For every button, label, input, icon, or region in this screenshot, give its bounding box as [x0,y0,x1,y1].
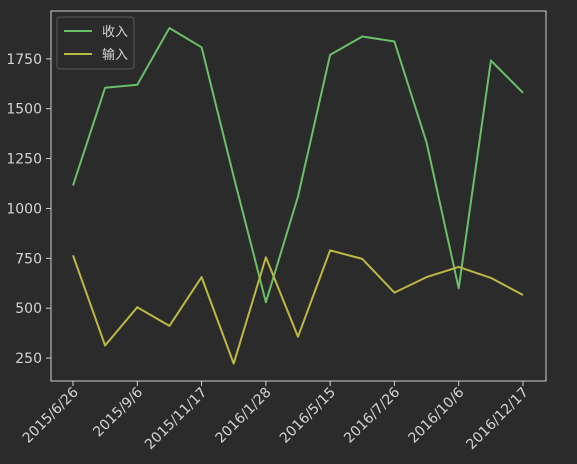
x-tick-label: 2015/11/17 [142,385,210,453]
x-tick-label: 2016/12/17 [463,385,531,453]
y-tick-label: 1000 [6,201,42,217]
legend-label-income: 收入 [102,25,128,40]
x-tick-label: 2015/9/6 [90,384,146,440]
y-tick-label: 250 [15,351,42,367]
legend-label-input: 输入 [102,47,128,63]
y-axis: 250 500 750 1000 1250 1500 1750 [6,52,51,367]
series-layer [72,27,524,365]
series-line-input [72,249,524,365]
legend: 收入 输入 [56,16,135,70]
y-tick-label: 1500 [6,102,42,118]
x-tick-label: 2016/1/28 [213,385,275,447]
y-tick-label: 1250 [6,152,42,168]
y-tick-label: 750 [15,251,42,267]
x-tick-label: 2016/10/6 [405,384,467,446]
x-tick-label: 2016/7/26 [341,384,403,446]
x-tick-label: 2015/6/26 [20,384,82,446]
x-tick-label: 2016/5/15 [277,385,339,447]
y-tick-label: 500 [15,301,42,317]
y-tick-label: 1750 [6,52,42,68]
